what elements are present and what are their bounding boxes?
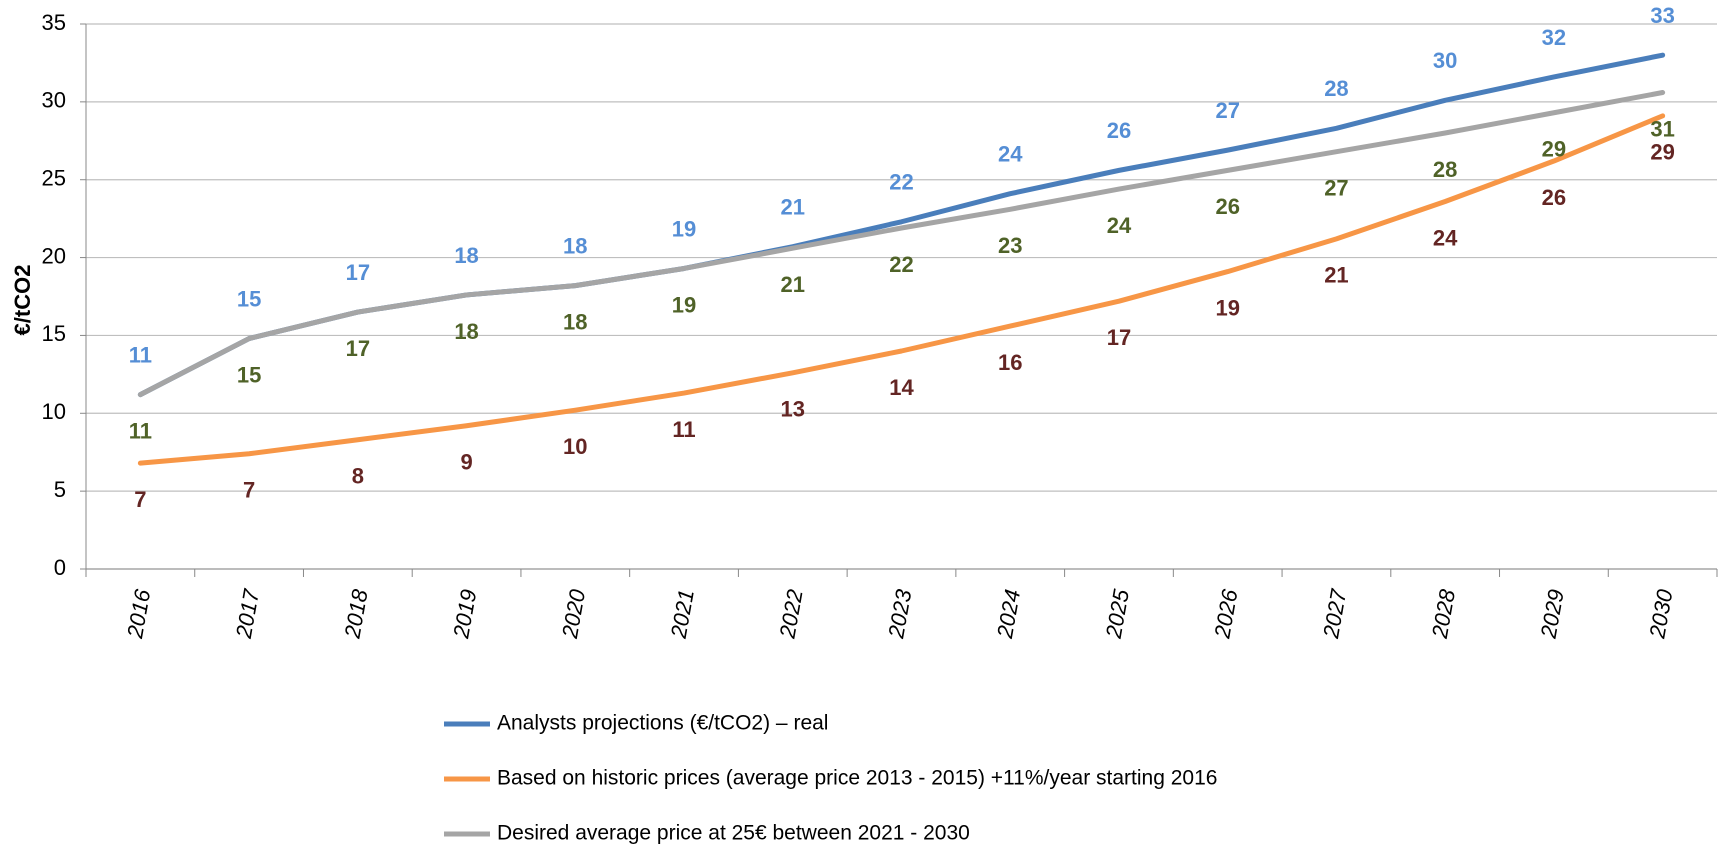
data-label: 14 — [889, 375, 914, 400]
legend-label: Desired average price at 25€ between 202… — [497, 822, 970, 845]
data-label: 19 — [1215, 295, 1239, 320]
x-tick-label: 2030 — [1644, 587, 1677, 641]
y-axis-label: €/tCO2 — [10, 265, 35, 336]
data-label: 13 — [781, 397, 805, 422]
x-tick-label: 2019 — [448, 587, 481, 641]
data-label: 7 — [243, 478, 255, 503]
data-label: 30 — [1433, 48, 1457, 73]
data-label: 11 — [672, 417, 695, 442]
y-tick-label: 0 — [54, 555, 66, 580]
data-label: 21 — [1324, 263, 1348, 288]
data-label: 33 — [1650, 3, 1674, 28]
data-label: 29 — [1542, 137, 1566, 162]
data-label: 7 — [134, 487, 146, 512]
x-tick-label: 2020 — [557, 587, 590, 641]
data-label: 24 — [1433, 225, 1458, 250]
data-label: 27 — [1324, 175, 1348, 200]
x-tick-label: 2025 — [1101, 587, 1134, 641]
data-label: 24 — [1107, 213, 1132, 238]
data-label: 31 — [1650, 116, 1674, 141]
data-label: 19 — [672, 292, 696, 317]
data-label: 15 — [237, 286, 261, 311]
y-tick-label: 35 — [42, 10, 66, 35]
data-label: 11 — [129, 418, 152, 443]
data-label: 28 — [1433, 157, 1457, 182]
x-tick-label: 2023 — [883, 587, 916, 641]
data-label: 22 — [889, 252, 913, 277]
data-label: 26 — [1215, 194, 1239, 219]
data-label: 8 — [352, 464, 364, 489]
x-tick-label: 2029 — [1536, 587, 1569, 641]
data-label: 32 — [1542, 25, 1566, 50]
y-tick-label: 5 — [54, 477, 66, 502]
data-label: 11 — [129, 342, 152, 367]
data-label: 22 — [889, 170, 913, 195]
x-tick-label: 2016 — [122, 587, 155, 641]
series-line — [137, 113, 1666, 466]
data-label: 26 — [1107, 118, 1131, 143]
data-label: 27 — [1215, 98, 1239, 123]
y-tick-label: 30 — [42, 88, 66, 113]
data-label: 17 — [346, 260, 370, 285]
data-label: 24 — [998, 142, 1023, 167]
data-label: 29 — [1650, 140, 1674, 165]
data-label: 10 — [563, 434, 587, 459]
data-label: 18 — [563, 233, 587, 258]
x-tick-label: 2022 — [774, 587, 807, 641]
y-tick-label: 10 — [42, 399, 66, 424]
data-label: 21 — [781, 272, 805, 297]
data-label: 28 — [1324, 76, 1348, 101]
data-label: 17 — [346, 336, 370, 361]
data-label: 9 — [460, 450, 472, 475]
x-tick-label: 2018 — [339, 587, 372, 641]
data-label: 19 — [672, 216, 696, 241]
data-label: 21 — [781, 194, 805, 219]
legend-label: Based on historic prices (average price … — [497, 767, 1217, 790]
x-tick-label: 2026 — [1209, 587, 1242, 641]
x-tick-label: 2024 — [992, 587, 1025, 641]
legend-label: Analysts projections (€/tCO2) – real — [497, 712, 828, 735]
series-line — [137, 90, 1666, 398]
data-label: 15 — [237, 362, 261, 387]
y-tick-label: 25 — [42, 166, 66, 191]
x-tick-label: 2021 — [666, 587, 699, 641]
data-label: 16 — [998, 350, 1022, 375]
y-tick-label: 20 — [42, 243, 66, 268]
data-label: 18 — [454, 243, 478, 268]
y-tick-label: 15 — [42, 321, 66, 346]
x-tick-label: 2028 — [1427, 587, 1460, 641]
data-label: 18 — [454, 319, 478, 344]
data-label: 26 — [1542, 185, 1566, 210]
x-tick-label: 2017 — [231, 587, 264, 641]
data-label: 17 — [1107, 325, 1131, 350]
x-tick-label: 2027 — [1318, 587, 1351, 641]
data-label: 18 — [563, 309, 587, 334]
data-label: 23 — [998, 233, 1022, 258]
